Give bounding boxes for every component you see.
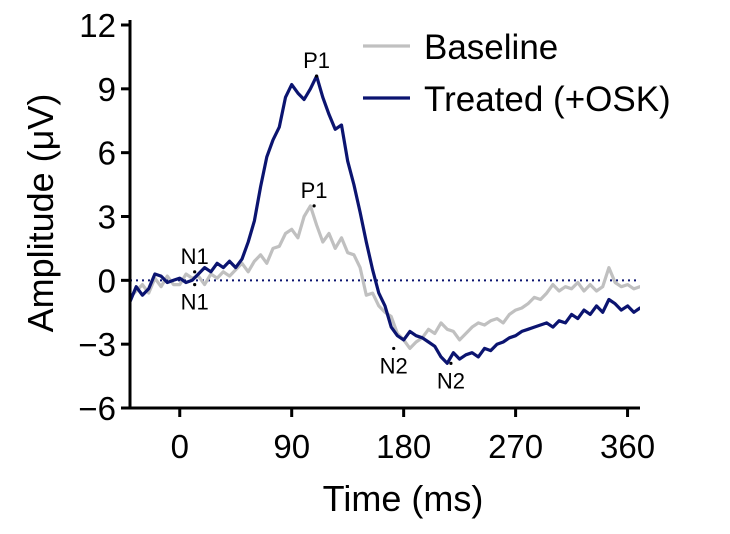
x-tick-label: 360 (600, 428, 655, 465)
peak-marker (193, 270, 197, 274)
legend-label: Baseline (424, 28, 558, 67)
peak-label-p1: P1 (303, 48, 330, 73)
y-tick-label: 3 (98, 199, 116, 236)
peak-marker (312, 204, 316, 208)
y-tick-label: −6 (78, 390, 116, 427)
legend-label: Treated (+OSK) (424, 80, 671, 119)
peak-marker (314, 74, 319, 78)
peak-marker (193, 282, 197, 287)
x-axis-ticks: 0 90 180 270 360 (171, 408, 655, 465)
y-axis-ticks: −6 −3 0 3 6 9 12 (78, 7, 130, 427)
peak-label-n2: N2 (437, 368, 465, 393)
peak-label-p1: P1 (301, 178, 328, 203)
legend: Baseline Treated (+OSK) (363, 28, 671, 119)
y-tick-label: 9 (98, 71, 116, 108)
y-tick-label: −3 (78, 326, 116, 363)
x-tick-label: 270 (488, 428, 543, 465)
peak-marker (449, 361, 453, 365)
x-tick-label: 0 (171, 428, 189, 465)
peak-annotations: N1 N1 P1 P1 N2 N2 (181, 48, 465, 393)
series-line-baseline (130, 204, 640, 350)
series-line-treated-osk (130, 74, 640, 365)
y-tick-label: 12 (79, 7, 116, 44)
peak-label-n1: N1 (181, 244, 209, 269)
y-axis-title: Amplitude (μV) (20, 94, 61, 333)
peak-label-n1: N1 (181, 290, 209, 315)
x-tick-label: 180 (376, 428, 431, 465)
x-axis-title: Time (ms) (323, 478, 484, 519)
peak-marker (392, 346, 396, 351)
y-tick-label: 0 (98, 262, 116, 299)
series-layer (130, 74, 640, 365)
y-tick-label: 6 (98, 135, 116, 172)
peak-label-n2: N2 (380, 353, 408, 378)
x-tick-label: 90 (273, 428, 310, 465)
